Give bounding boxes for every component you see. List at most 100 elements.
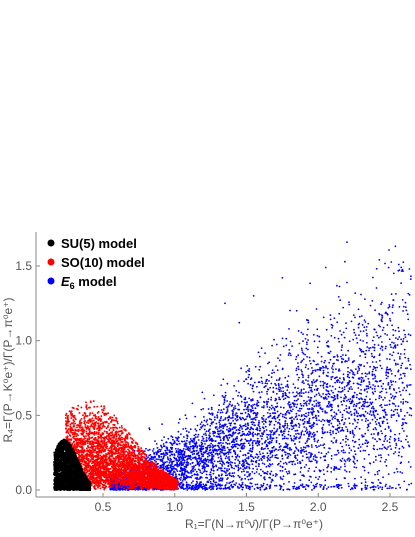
e6-point	[388, 304, 391, 306]
e6-point	[307, 380, 309, 382]
e6-point	[240, 400, 243, 403]
e6-point	[295, 424, 297, 426]
e6-point	[352, 461, 355, 464]
e6-point	[343, 336, 346, 339]
e6-point	[225, 441, 227, 444]
e6-point	[390, 396, 393, 399]
e6-point	[316, 410, 319, 412]
e6-point	[191, 402, 194, 405]
e6-point	[255, 403, 258, 406]
e6-point	[304, 442, 307, 445]
e6-point	[315, 393, 318, 396]
e6-point	[244, 438, 247, 441]
e6-point	[325, 393, 327, 396]
e6-point	[335, 359, 338, 361]
e6-point	[256, 402, 258, 404]
e6-point	[400, 401, 402, 403]
e6-point	[361, 350, 364, 353]
e6-point	[311, 390, 313, 393]
e6-point	[325, 383, 328, 386]
e6-point	[386, 440, 389, 442]
e6-point	[363, 319, 366, 321]
e6-point	[329, 318, 332, 321]
e6-point	[325, 365, 327, 368]
e6-point	[259, 435, 262, 437]
e6-point	[257, 463, 260, 465]
e6-point	[400, 408, 402, 411]
e6-point	[280, 477, 282, 480]
e6-point	[306, 334, 308, 336]
e6-point	[207, 430, 210, 433]
e6-point	[196, 482, 199, 484]
e6-point	[394, 433, 396, 436]
e6-point	[194, 486, 197, 489]
e6-point	[197, 457, 200, 460]
e6-point	[216, 428, 219, 431]
e6-point	[258, 440, 261, 442]
e6-point	[284, 422, 287, 425]
e6-point	[398, 390, 401, 393]
e6-point	[402, 338, 405, 340]
e6-point	[373, 488, 376, 491]
e6-point	[387, 383, 390, 386]
e6-point	[251, 423, 254, 426]
e6-point	[329, 447, 331, 450]
e6-point	[258, 473, 261, 475]
e6-point	[326, 404, 329, 407]
e6-point	[355, 466, 358, 469]
e6-point	[290, 448, 293, 451]
e6-point	[287, 433, 290, 436]
e6-point	[276, 369, 279, 372]
e6-point	[226, 410, 229, 412]
e6-point	[213, 416, 216, 419]
e6-point	[267, 454, 270, 457]
e6-point	[394, 245, 397, 248]
e6-point	[256, 416, 258, 419]
e6-point	[382, 476, 384, 479]
e6-point	[352, 423, 354, 425]
e6-point	[305, 391, 307, 393]
e6-point	[353, 412, 356, 415]
e6-point	[391, 486, 394, 489]
e6-point	[249, 428, 252, 431]
e6-point	[224, 394, 227, 397]
e6-point	[325, 341, 328, 344]
e6-point	[242, 444, 245, 447]
e6-point	[255, 453, 258, 456]
e6-point	[241, 430, 244, 433]
e6-point	[356, 402, 358, 405]
e6-point	[368, 383, 371, 385]
e6-point	[282, 394, 284, 397]
e6-point	[219, 423, 221, 426]
e6-point	[267, 416, 270, 419]
e6-point	[228, 427, 231, 430]
e6-point	[198, 486, 200, 489]
e6-point	[182, 448, 185, 450]
e6-point	[278, 396, 280, 399]
e6-point	[397, 454, 400, 457]
e6-point	[366, 373, 368, 375]
e6-point	[287, 403, 289, 405]
e6-point	[240, 442, 243, 445]
e6-point	[322, 380, 324, 383]
e6-point	[295, 406, 298, 409]
e6-point	[284, 391, 287, 394]
e6-point	[236, 455, 239, 457]
e6-point	[296, 373, 299, 376]
e6-point	[323, 446, 326, 449]
e6-point	[362, 465, 364, 468]
e6-point	[157, 458, 160, 461]
e6-point	[234, 458, 237, 461]
e6-point	[189, 476, 192, 478]
e6-point	[265, 418, 267, 421]
e6-point	[152, 448, 155, 450]
e6-point	[186, 439, 188, 442]
e6-point	[368, 413, 371, 415]
e6-point	[251, 485, 254, 488]
e6-point	[176, 461, 179, 464]
e6-point	[330, 455, 333, 457]
e6-point	[148, 428, 151, 431]
e6-point	[264, 425, 267, 428]
e6-point	[364, 356, 367, 359]
e6-point	[160, 455, 163, 458]
